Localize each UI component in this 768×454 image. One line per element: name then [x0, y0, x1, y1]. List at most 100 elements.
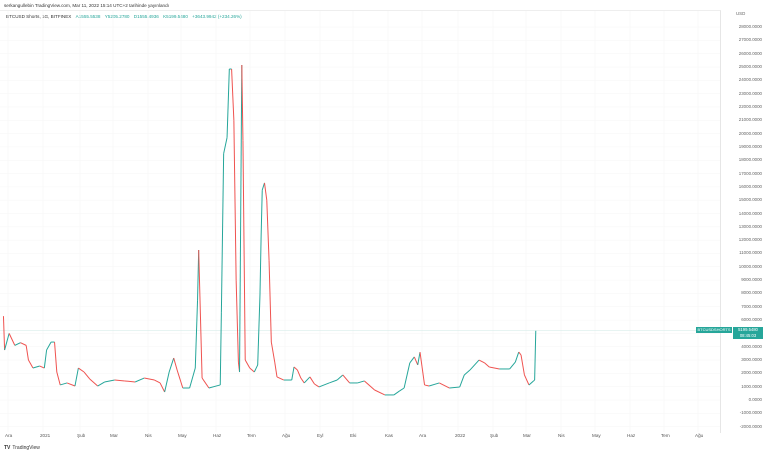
price-segment: [201, 377, 210, 389]
price-segment: [399, 387, 405, 392]
price-segment: [419, 351, 426, 386]
price-axis-label: 28000.0000: [738, 24, 762, 30]
price-segment: [54, 342, 58, 373]
price-segment: [264, 182, 268, 201]
price-axis-label: 1000.0000: [741, 383, 762, 389]
time-axis-label: Kas: [385, 433, 393, 438]
price-segment: [89, 378, 98, 387]
price-segment: [509, 361, 516, 370]
published-note: serkangullebin TradingView.com, Mar 11, …: [4, 3, 169, 8]
price-axis-label: 13000.0000: [738, 223, 762, 229]
price-axis-label: 25000.0000: [738, 64, 762, 69]
price-segment: [168, 357, 175, 373]
price-segment: [489, 366, 500, 370]
price-axis-label: 10000.0000: [738, 263, 762, 269]
price-segment: [235, 280, 239, 363]
time-axis-label: Şub: [77, 433, 86, 438]
price-segment: [97, 381, 105, 387]
price-segment: [270, 341, 276, 363]
price-segment: [220, 153, 225, 313]
price-segment: [303, 376, 311, 384]
time-axis-label: Ara: [419, 433, 427, 438]
price-segment: [357, 380, 365, 384]
close-value: K5199.5480: [163, 14, 188, 19]
price-axis-label: 15000.0000: [738, 197, 762, 203]
price-segment: [300, 377, 305, 384]
price-segment: [144, 377, 155, 381]
time-axis-label: Tem: [247, 433, 256, 438]
price-segment: [403, 362, 411, 389]
price-segment: [259, 236, 262, 296]
price-segment: [20, 342, 27, 346]
price-segment: [114, 379, 125, 382]
price-segment: [260, 190, 263, 237]
price-segment: [364, 380, 375, 391]
chart-pane[interactable]: [0, 10, 721, 433]
price-segment: [14, 342, 21, 346]
price-segment: [413, 356, 419, 366]
price-segment: [342, 374, 351, 384]
price-segment: [208, 384, 221, 389]
symbol-price-tag: BTCUSDSHORTS: [696, 327, 732, 333]
price-axis-label: 22000.0000: [738, 103, 762, 109]
time-axis-label: 2022: [455, 433, 466, 438]
symbol-name[interactable]: BTCUSD Shorts, 1G, BITFINEX: [6, 14, 72, 19]
price-segment: [439, 382, 450, 389]
price-segment: [257, 295, 261, 365]
tv-logo-icon: TV: [4, 445, 11, 451]
time-axis-label: Nis: [145, 433, 152, 438]
price-axis-label: 27000.0000: [738, 37, 762, 43]
tradingview-logo[interactable]: TV TradingView: [4, 445, 40, 451]
price-segment: [518, 351, 522, 356]
currency-label: USD: [736, 11, 746, 16]
price-segment: [266, 200, 270, 261]
price-chart[interactable]: [0, 0, 720, 454]
price-segment: [296, 369, 302, 379]
price-segment: [25, 345, 29, 361]
brand-name: TradingView: [12, 445, 40, 451]
price-segment: [2, 316, 6, 351]
time-axis-label: May: [178, 433, 187, 438]
price-axis-label: 18000.0000: [738, 157, 762, 163]
time-axis-label: Ara: [5, 433, 13, 438]
price-axis-label: 14000.0000: [738, 210, 762, 216]
price-segment: [291, 366, 295, 381]
price-segment: [478, 359, 485, 364]
price-segment: [293, 366, 298, 371]
time-axis-label: Şub: [490, 433, 499, 438]
price-segment: [276, 376, 285, 381]
price-segment: [409, 356, 415, 364]
price-segment: [309, 376, 315, 385]
price-segment: [424, 384, 430, 387]
time-axis-label: May: [592, 433, 601, 438]
price-segment: [154, 379, 161, 384]
price-segment: [43, 349, 48, 369]
last-price-tag: 5199.5480 08:45:03: [733, 327, 763, 339]
price-segment: [241, 64, 244, 141]
price-axis-label: 11000.0000: [739, 250, 762, 256]
time-axis-label: Nis: [558, 433, 565, 438]
time-axis-label: Mar: [110, 433, 118, 438]
price-axis-label: 26000.0000: [738, 50, 762, 56]
price-segment: [27, 359, 34, 369]
price-segment: [249, 367, 255, 373]
price-segment: [533, 379, 535, 382]
price-segment: [134, 377, 145, 383]
time-axis-label: Haz: [627, 433, 636, 438]
time-axis-label: Eki: [350, 433, 357, 438]
price-segment: [124, 380, 136, 383]
price-segment: [219, 312, 222, 385]
price-segment: [523, 374, 530, 386]
open-value: A1555.5538: [75, 14, 101, 19]
price-axis-label: 8000.0000: [741, 290, 762, 296]
price-segment: [194, 300, 199, 369]
price-segment: [484, 362, 490, 368]
price-axis-label: 4000.0000: [741, 343, 762, 349]
price-segment: [159, 382, 166, 393]
price-segment: [176, 369, 184, 389]
price-axis-label: 3000.0000: [741, 357, 762, 363]
low-value: D1555.4936: [133, 14, 159, 19]
price-segment: [261, 182, 265, 191]
price-axis-label: 21000.0000: [738, 117, 762, 123]
price-segment: [173, 357, 178, 371]
